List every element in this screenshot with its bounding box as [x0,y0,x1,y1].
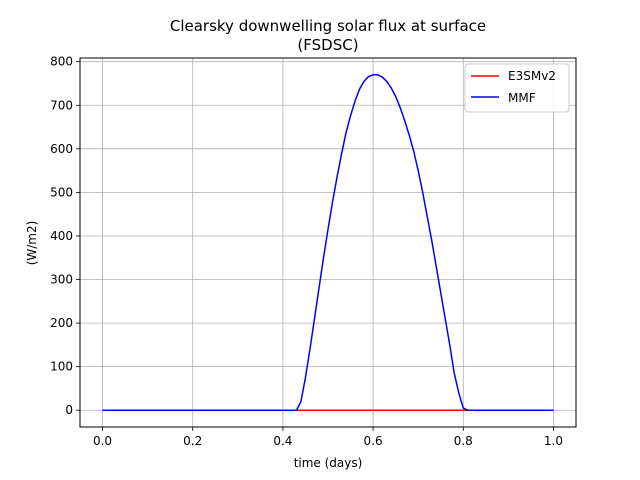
x-axis-label: time (days) [294,456,363,470]
x-tick-label: 0.0 [93,434,112,448]
legend-label-mmf: MMF [508,91,536,105]
x-tick-label: 0.8 [454,434,473,448]
x-tick-label: 1.0 [544,434,563,448]
y-tick-label: 0 [65,403,73,417]
x-tick-label: 0.2 [183,434,202,448]
axis-ticks: 0.0 0.2 0.4 0.6 0.8 1.0 0 100 200 300 400 500 600 700… [50,55,563,448]
series-line-mmf [102,74,554,411]
chart-title-line1: Clearsky downwelling solar flux at surfa… [170,17,486,35]
y-tick-label: 500 [50,185,73,199]
y-tick-label: 200 [50,316,73,330]
plot-series [102,74,554,411]
legend-label-e3smv2: E3SMv2 [508,69,556,83]
y-tick-label: 600 [50,142,73,156]
y-tick-label: 100 [50,360,73,374]
y-tick-label: 700 [50,98,73,112]
y-tick-label: 300 [50,273,73,287]
chart-title-line2: (FSDSC) [297,36,358,54]
x-tick-label: 0.4 [273,434,292,448]
y-tick-label: 800 [50,55,73,69]
legend: E3SMv2 MMF [464,63,570,113]
grid [80,58,576,427]
y-axis-label: (W/m2) [25,221,39,266]
y-tick-label: 400 [50,229,73,243]
x-tick-label: 0.6 [364,434,383,448]
plot-frame [79,57,577,428]
